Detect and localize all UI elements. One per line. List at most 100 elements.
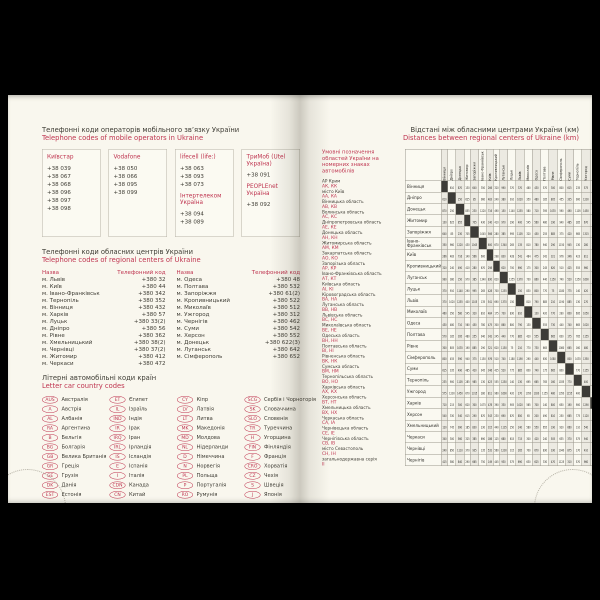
distance-value: 1255: [509, 277, 515, 282]
plate-legend-entry: Тернопільська область ВО, НО: [322, 374, 391, 384]
distance-value: 1230: [583, 197, 589, 202]
region-name: Вінницька область: [322, 199, 364, 205]
regional-codes-heading: Телефонні коди обласних центрів України …: [42, 248, 300, 264]
distance-value: 230: [494, 414, 499, 419]
distance-value: 830: [472, 425, 477, 430]
distance-value: 590: [559, 208, 564, 213]
country-name: Аргентина: [61, 425, 91, 432]
distance-value: 990: [442, 277, 447, 282]
car-code-item: F Франція: [244, 452, 310, 462]
distance-cell: 1125: [556, 454, 566, 466]
distance-value: 790: [534, 300, 539, 305]
country-code-badge: F: [244, 453, 261, 461]
car-code-item: NL Нідерланди: [177, 443, 242, 453]
distance-value: 770: [542, 288, 547, 293]
distance-cell: 560: [532, 214, 541, 227]
distance-value: 670: [583, 220, 589, 225]
distance-value: 750: [480, 459, 485, 464]
distance-cell: 85: [470, 191, 479, 204]
distance-value: 620: [501, 265, 506, 270]
distance-cell: 710: [589, 180, 592, 193]
distance-value: 600: [526, 368, 531, 373]
car-code-item: AL Албанія: [42, 414, 107, 424]
distance-value: 85: [450, 231, 454, 236]
distance-cell: 480: [540, 214, 550, 227]
distance-value: 850: [517, 414, 523, 419]
country-code-badge: P: [177, 481, 193, 489]
distance-value: 1155: [542, 391, 548, 396]
rotated-city-name: Івано-Франківськ: [480, 151, 485, 181]
distance-value: 700: [534, 402, 539, 407]
distance-cell: 940: [556, 214, 566, 227]
distance-value: 140: [542, 402, 547, 407]
car-codes-title-en: Letter car country codes: [42, 382, 125, 390]
distance-value: 375: [559, 231, 564, 236]
distance-value: 885: [550, 231, 556, 236]
distance-cell: 385: [470, 431, 479, 444]
distance-value: 130: [465, 186, 470, 191]
distance-value: 960: [583, 265, 589, 270]
city-name: м. Суми: [176, 325, 199, 332]
regional-code-row: м. Львів +380 32: [42, 276, 166, 283]
distance-value: 455: [449, 357, 454, 362]
distance-cell: 740: [532, 362, 541, 375]
distance-value: 1125: [558, 459, 565, 464]
distance-cell: 775: [507, 362, 517, 375]
distance-value: 210: [517, 345, 523, 350]
distance-cell: 175: [540, 362, 550, 375]
column-city-label: Львів: [515, 149, 525, 181]
distance-cell: 580: [447, 454, 457, 466]
distance-cell: 990: [499, 180, 508, 193]
distance-cell: 390: [492, 397, 500, 409]
country-name: Латвія: [196, 406, 214, 413]
distance-cell: 885: [470, 340, 479, 352]
distance-cell: 135: [515, 237, 525, 250]
plate-code: ВН, НН: [322, 338, 338, 344]
distance-cell: 410: [492, 214, 500, 227]
diagonal-cell: [499, 271, 508, 284]
distance-value: 342: [487, 334, 493, 339]
distance-value: 290: [465, 459, 470, 464]
plate-code: ВМ, НМ: [322, 369, 339, 375]
plate-code: СЕ, ІЕ: [322, 430, 335, 436]
distance-cell: 428: [486, 283, 494, 295]
distance-value: 805: [550, 197, 556, 202]
distance-value: 855: [457, 220, 463, 225]
distance-cell: 300: [455, 397, 465, 409]
distance-value: 690: [494, 300, 499, 305]
distance-value: 65: [526, 414, 530, 419]
distance-value: 575: [583, 186, 589, 191]
distance-value: 185: [542, 197, 547, 202]
operator-code: +38 089: [180, 218, 204, 225]
distance-value: 290: [559, 311, 564, 316]
distance-cell: 555: [532, 328, 541, 341]
distance-cell: 230: [478, 419, 488, 432]
distance-value: 830: [526, 288, 531, 293]
distance-value: 620: [465, 402, 470, 407]
country-code-badge: ET: [109, 396, 126, 404]
plate-legend-entry: Полтавська область ВІ, НІ: [322, 343, 391, 353]
region-name: Львівська область: [322, 312, 363, 318]
distance-value: 665: [550, 368, 556, 373]
distance-cell: 545: [463, 305, 471, 318]
distance-value: 370: [567, 436, 572, 441]
distance-value: 1180: [558, 288, 565, 293]
distance-value: 175: [526, 265, 531, 270]
city-name: м. Вінниця: [42, 304, 73, 311]
distance-cell: 235: [573, 180, 583, 193]
row-city-label: Черкаси: [404, 431, 442, 444]
region-name: місто Севастополь: [322, 446, 364, 452]
distance-cell: 370: [441, 283, 448, 295]
distance-cell: 600: [523, 362, 533, 375]
distance-value: 110: [575, 425, 580, 430]
distance-cell: 1250: [573, 271, 583, 284]
distance-cell: 976: [486, 351, 494, 364]
distance-cell: 770: [548, 305, 558, 318]
distance-value: 540: [442, 414, 447, 419]
distance-cell: 1255: [499, 283, 508, 295]
distance-cell: 130: [523, 317, 533, 330]
distance-value: 335: [449, 368, 454, 373]
distance-cell: 430: [463, 237, 471, 250]
distance-value: 800: [567, 357, 572, 362]
distance-value: 450: [534, 231, 539, 236]
